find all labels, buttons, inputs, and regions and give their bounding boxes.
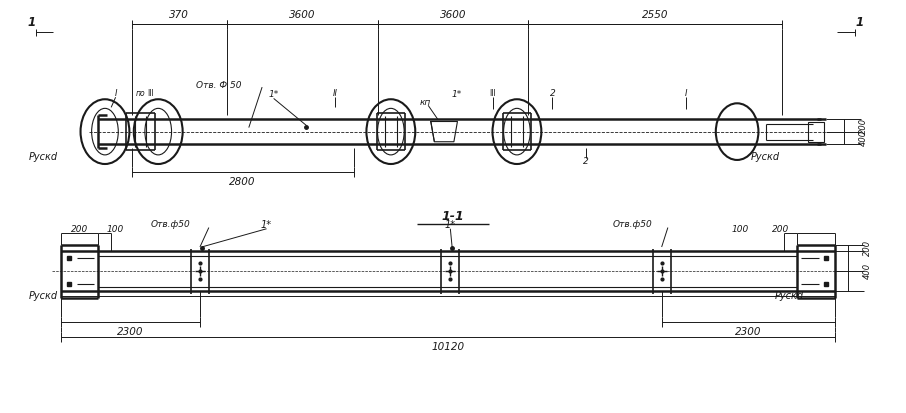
Text: кп: кп: [419, 98, 430, 107]
Text: II: II: [333, 89, 337, 97]
Text: I: I: [684, 89, 687, 97]
Text: 2300: 2300: [735, 327, 761, 337]
Text: 3600: 3600: [439, 10, 467, 21]
Text: 200: 200: [859, 117, 868, 134]
Text: 2: 2: [550, 89, 555, 97]
Text: 1*: 1*: [261, 220, 272, 230]
Text: 10120: 10120: [431, 342, 464, 352]
Text: 1: 1: [27, 16, 35, 29]
Text: Отв.ф50: Отв.ф50: [151, 220, 191, 229]
Text: 1-1: 1-1: [441, 210, 465, 223]
Text: 100: 100: [107, 225, 124, 235]
Text: 2800: 2800: [229, 177, 255, 187]
Text: Рускd: Рускd: [775, 291, 804, 301]
Text: 2550: 2550: [642, 10, 669, 21]
Text: 370: 370: [169, 10, 188, 21]
Text: Рускd: Рускd: [29, 291, 58, 301]
Text: 400: 400: [859, 130, 868, 146]
Text: 2300: 2300: [117, 327, 143, 337]
Text: III: III: [148, 89, 155, 97]
Text: Рускd: Рускd: [29, 152, 58, 162]
Text: 100: 100: [731, 225, 748, 235]
Text: 400: 400: [863, 263, 872, 279]
Text: 1*: 1*: [451, 90, 462, 99]
Text: Рускd: Рускd: [750, 152, 779, 162]
Text: Отв.ф50: Отв.ф50: [612, 220, 652, 229]
Text: 1*: 1*: [268, 90, 279, 99]
Text: Отв. Ф 50: Отв. Ф 50: [196, 81, 241, 90]
Text: 200: 200: [772, 225, 789, 235]
Text: I: I: [114, 89, 117, 97]
Text: III: III: [489, 89, 496, 97]
Bar: [808, 121, 824, 142]
Text: 3600: 3600: [289, 10, 315, 21]
Text: 1*: 1*: [445, 220, 456, 230]
Text: 200: 200: [863, 240, 872, 256]
Text: 2: 2: [583, 157, 589, 166]
Text: по: по: [136, 89, 145, 97]
Text: 1: 1: [855, 16, 863, 29]
Text: 200: 200: [71, 225, 88, 235]
